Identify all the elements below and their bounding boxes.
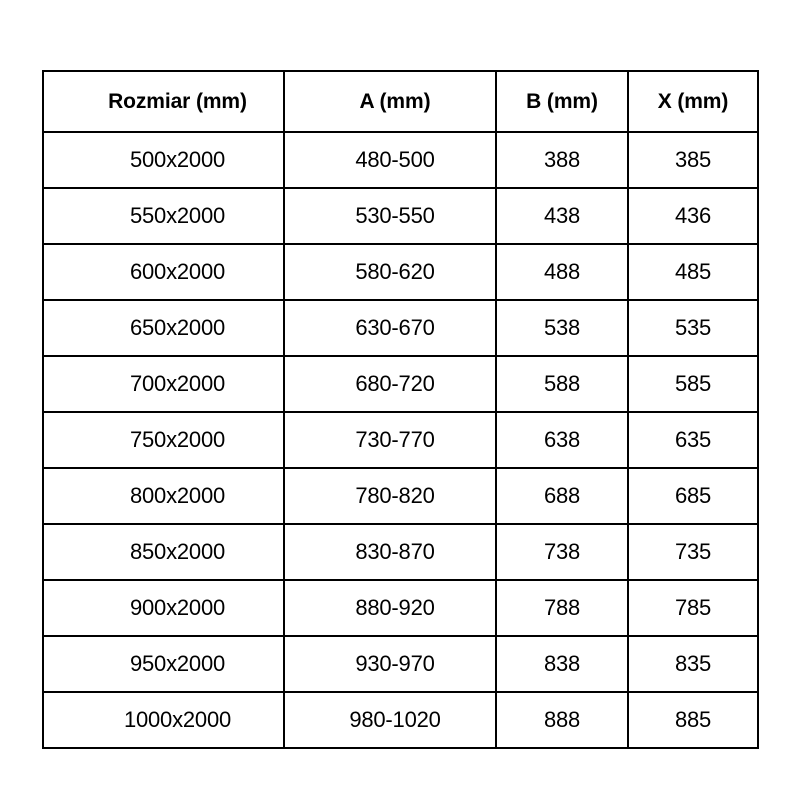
table-row: 750x2000 730-770 638 635	[42, 411, 759, 469]
table-cell-a: 680-720	[283, 355, 497, 413]
table-cell-x: 885	[627, 691, 759, 749]
table-row: 700x2000 680-720 588 585	[42, 355, 759, 413]
table-row: 800x2000 780-820 688 685	[42, 467, 759, 525]
table-cell-a: 730-770	[283, 411, 497, 469]
table-row: 1000x2000 980-1020 888 885	[42, 691, 759, 749]
table-cell-a: 630-670	[283, 299, 497, 357]
table-cell-a: 830-870	[283, 523, 497, 581]
table-cell-size: 550x2000	[42, 187, 285, 245]
table-cell-a: 980-1020	[283, 691, 497, 749]
table-row: 900x2000 880-920 788 785	[42, 579, 759, 637]
column-header-b: B (mm)	[495, 70, 629, 133]
table-cell-b: 838	[495, 635, 629, 693]
table-cell-size: 750x2000	[42, 411, 285, 469]
table-row: 550x2000 530-550 438 436	[42, 187, 759, 245]
size-specification-table: Rozmiar (mm) A (mm) B (mm) X (mm) 500x20…	[42, 70, 759, 749]
table-cell-x: 735	[627, 523, 759, 581]
table-header: Rozmiar (mm) A (mm) B (mm) X (mm)	[42, 70, 759, 133]
table-cell-size: 500x2000	[42, 131, 285, 189]
table-cell-b: 638	[495, 411, 629, 469]
table-cell-size: 850x2000	[42, 523, 285, 581]
table-cell-b: 788	[495, 579, 629, 637]
table-cell-size: 650x2000	[42, 299, 285, 357]
table-cell-a: 780-820	[283, 467, 497, 525]
table-cell-b: 438	[495, 187, 629, 245]
table-cell-x: 485	[627, 243, 759, 301]
table-cell-b: 888	[495, 691, 629, 749]
table-cell-x: 835	[627, 635, 759, 693]
table-cell-x: 785	[627, 579, 759, 637]
table-cell-size: 1000x2000	[42, 691, 285, 749]
table-row: 950x2000 930-970 838 835	[42, 635, 759, 693]
table-row: 850x2000 830-870 738 735	[42, 523, 759, 581]
table-cell-b: 538	[495, 299, 629, 357]
table-cell-a: 530-550	[283, 187, 497, 245]
table-cell-a: 930-970	[283, 635, 497, 693]
table-cell-a: 880-920	[283, 579, 497, 637]
table-row: 500x2000 480-500 388 385	[42, 131, 759, 189]
table-cell-b: 488	[495, 243, 629, 301]
table-cell-x: 385	[627, 131, 759, 189]
table-cell-b: 588	[495, 355, 629, 413]
table-cell-x: 635	[627, 411, 759, 469]
table-cell-a: 580-620	[283, 243, 497, 301]
table-cell-size: 700x2000	[42, 355, 285, 413]
table-cell-size: 600x2000	[42, 243, 285, 301]
column-header-size: Rozmiar (mm)	[42, 70, 285, 133]
column-header-a: A (mm)	[283, 70, 497, 133]
table-cell-b: 688	[495, 467, 629, 525]
table-cell-x: 685	[627, 467, 759, 525]
table-row: 600x2000 580-620 488 485	[42, 243, 759, 301]
table-cell-size: 800x2000	[42, 467, 285, 525]
table-header-row: Rozmiar (mm) A (mm) B (mm) X (mm)	[42, 70, 759, 133]
table-cell-x: 535	[627, 299, 759, 357]
table-cell-x: 585	[627, 355, 759, 413]
table-cell-b: 388	[495, 131, 629, 189]
table-cell-size: 950x2000	[42, 635, 285, 693]
table-body: 500x2000 480-500 388 385 550x2000 530-550 438 4…	[42, 131, 759, 749]
table-row: 650x2000 630-670 538 535	[42, 299, 759, 357]
table-cell-b: 738	[495, 523, 629, 581]
column-header-x: X (mm)	[627, 70, 759, 133]
table-cell-x: 436	[627, 187, 759, 245]
table-cell-a: 480-500	[283, 131, 497, 189]
table-cell-size: 900x2000	[42, 579, 285, 637]
